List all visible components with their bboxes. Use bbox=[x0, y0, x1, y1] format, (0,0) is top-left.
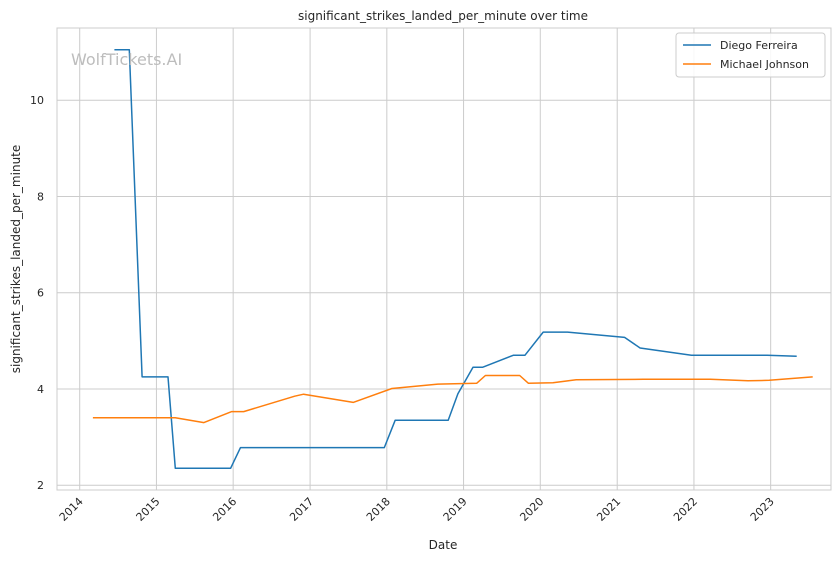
x-tick-label: 2021 bbox=[594, 495, 623, 524]
x-tick-label: 2023 bbox=[748, 495, 777, 524]
x-tick-label: 2019 bbox=[441, 495, 470, 524]
chart-title: significant_strikes_landed_per_minute ov… bbox=[298, 9, 588, 23]
x-tick-label: 2014 bbox=[57, 495, 86, 524]
y-tick-label: 10 bbox=[30, 94, 44, 107]
x-tick-label: 2018 bbox=[364, 495, 393, 524]
x-tick-label: 2016 bbox=[210, 495, 239, 524]
x-tick-label: 2015 bbox=[134, 495, 163, 524]
watermark: WolfTickets.AI bbox=[71, 50, 182, 69]
series-line-michael-johnson bbox=[92, 374, 813, 424]
legend-label-diego-ferreira: Diego Ferreira bbox=[720, 39, 798, 52]
x-tick-label: 2020 bbox=[517, 495, 546, 524]
x-tick-label: 2022 bbox=[671, 495, 700, 524]
legend: Diego Ferreira Michael Johnson bbox=[675, 32, 826, 78]
y-tick-label: 2 bbox=[37, 479, 44, 492]
plot-area bbox=[56, 27, 832, 491]
y-tick-label: 8 bbox=[37, 190, 44, 203]
x-tick-label: 2017 bbox=[287, 495, 316, 524]
grid bbox=[57, 28, 831, 490]
legend-label-michael-johnson: Michael Johnson bbox=[720, 58, 809, 71]
y-tick-label: 6 bbox=[37, 287, 44, 300]
y-axis-label: significant_strikes_landed_per_minute bbox=[9, 145, 23, 374]
series-group bbox=[92, 48, 813, 470]
series-line-diego-ferreira bbox=[114, 48, 797, 470]
legend-box bbox=[675, 32, 826, 78]
x-axis-label: Date bbox=[429, 538, 458, 552]
y-tick-label: 4 bbox=[37, 383, 44, 396]
